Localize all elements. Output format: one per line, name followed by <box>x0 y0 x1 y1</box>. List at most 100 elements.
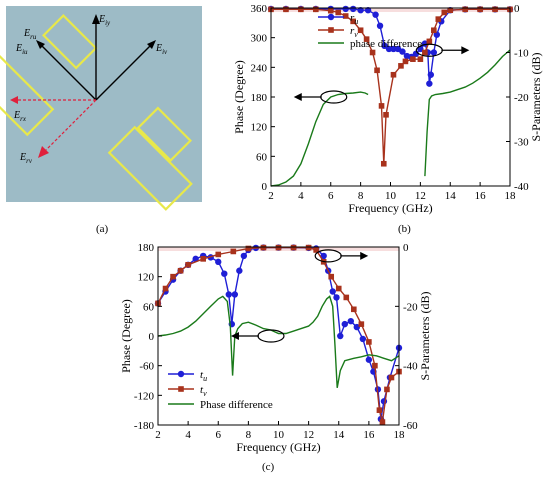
xtick-label-7: 16 <box>475 190 487 202</box>
point-0-13 <box>236 267 243 274</box>
point-1-20 <box>366 339 372 345</box>
caption-c: (c) <box>262 461 275 473</box>
caption-b: (b) <box>398 223 411 235</box>
indicator-arrowhead-0 <box>293 93 302 101</box>
xtick-label-3: 8 <box>358 190 364 202</box>
point-1-9 <box>260 244 267 251</box>
point-0-6 <box>349 5 357 13</box>
y2-axis-title: S-Parameters (dB) <box>418 292 432 381</box>
point-0-26 <box>337 332 344 340</box>
xtick-label-0: 2 <box>155 429 161 441</box>
xtick-label-7: 16 <box>363 429 375 441</box>
point-1-24 <box>441 9 448 16</box>
point-1-5 <box>200 256 206 262</box>
point-1-11 <box>290 244 297 251</box>
point-1-2 <box>298 6 304 13</box>
xtick-label-4: 10 <box>273 429 285 441</box>
y2tick-label-2: -20 <box>514 92 529 104</box>
point-0-14 <box>240 252 248 260</box>
point-1-13 <box>313 247 319 253</box>
point-0-27 <box>341 320 348 328</box>
point-0-25 <box>433 31 441 38</box>
point-1-18 <box>351 306 357 313</box>
point-1-11 <box>374 67 380 74</box>
point-0-7 <box>357 7 364 14</box>
point-1-26 <box>462 6 468 13</box>
caption-a: (a) <box>96 223 109 235</box>
point-1-24 <box>384 386 390 393</box>
xtick-label-4: 10 <box>385 190 397 202</box>
label-e-ru: Eru <box>23 28 37 41</box>
point-0-24 <box>329 288 336 295</box>
ytick-label-1: 60 <box>256 151 268 163</box>
point-0-8 <box>215 258 222 266</box>
ytick-label-4: 240 <box>251 62 268 74</box>
legend-label-2: phase difference <box>350 38 422 50</box>
point-1-21 <box>426 38 433 45</box>
arrowhead-e-rv <box>38 146 49 158</box>
point-1-19 <box>358 321 365 327</box>
point-1-21 <box>372 362 378 369</box>
legend-label-1: tv <box>200 384 207 398</box>
legend-marker-0 <box>327 13 335 21</box>
series-line-1 <box>271 8 510 164</box>
point-0-8 <box>364 7 372 14</box>
point-1-16 <box>335 285 342 292</box>
point-0-12 <box>231 291 239 298</box>
ytick-label-0: 0 <box>262 181 268 193</box>
point-1-17 <box>343 294 350 301</box>
xtick-label-3: 8 <box>246 429 252 441</box>
point-0-28 <box>347 317 354 325</box>
indicator-ellipse-0 <box>320 90 348 104</box>
point-0-22 <box>320 252 327 260</box>
point-0-9 <box>372 11 379 18</box>
point-1-23 <box>379 419 386 425</box>
point-1-9 <box>363 36 370 42</box>
point-1-3 <box>177 267 184 274</box>
y-axis-title: Phase (Degree) <box>232 60 246 134</box>
xtick-label-1: 4 <box>185 429 191 441</box>
point-0-30 <box>359 335 367 343</box>
arrow-e-rv <box>43 99 97 153</box>
point-0-13 <box>390 45 397 53</box>
top-shade <box>271 8 510 12</box>
point-0-10 <box>225 291 232 298</box>
point-1-16 <box>398 63 404 69</box>
point-1-10 <box>275 244 282 251</box>
point-0-10 <box>376 22 384 29</box>
ytick-label-2: -60 <box>139 361 154 373</box>
point-1-22 <box>431 27 437 34</box>
series-line-3 <box>424 49 511 177</box>
ytick-label-0: -180 <box>134 420 155 432</box>
point-1-6 <box>215 251 222 258</box>
point-0-25 <box>333 294 340 301</box>
point-1-5 <box>335 9 342 16</box>
legend-label-2: Phase difference <box>200 399 273 411</box>
y2tick-label-3: -30 <box>514 137 529 149</box>
xtick-label-2: 6 <box>328 190 334 202</box>
xtick-label-2: 6 <box>216 429 222 441</box>
legend-label-1: rv <box>350 25 358 39</box>
ytick-label-6: 180 <box>138 242 155 254</box>
y2tick-label-3: -60 <box>403 420 418 432</box>
arrow-e-iv <box>95 43 153 101</box>
legend-marker-1 <box>178 386 184 392</box>
ytick-label-5: 300 <box>251 33 268 45</box>
y2tick-label-4: -40 <box>514 181 529 193</box>
label-e-rx: Erx <box>13 110 27 123</box>
point-0-29 <box>353 323 361 331</box>
series-line-2 <box>270 91 369 187</box>
point-1-19 <box>417 56 424 62</box>
indicator-ellipse-0 <box>257 329 285 343</box>
point-1-15 <box>328 273 335 280</box>
y-axis-title: Phase (Degree) <box>119 299 133 373</box>
point-1-22 <box>376 407 383 413</box>
indicator-arrowhead-1 <box>461 46 470 55</box>
ytick-label-2: 120 <box>251 122 268 134</box>
point-1-7 <box>350 18 356 25</box>
point-1-28 <box>492 6 498 13</box>
vector-arrows <box>36 14 156 101</box>
point-1-7 <box>230 248 237 255</box>
point-1-17 <box>402 58 409 65</box>
